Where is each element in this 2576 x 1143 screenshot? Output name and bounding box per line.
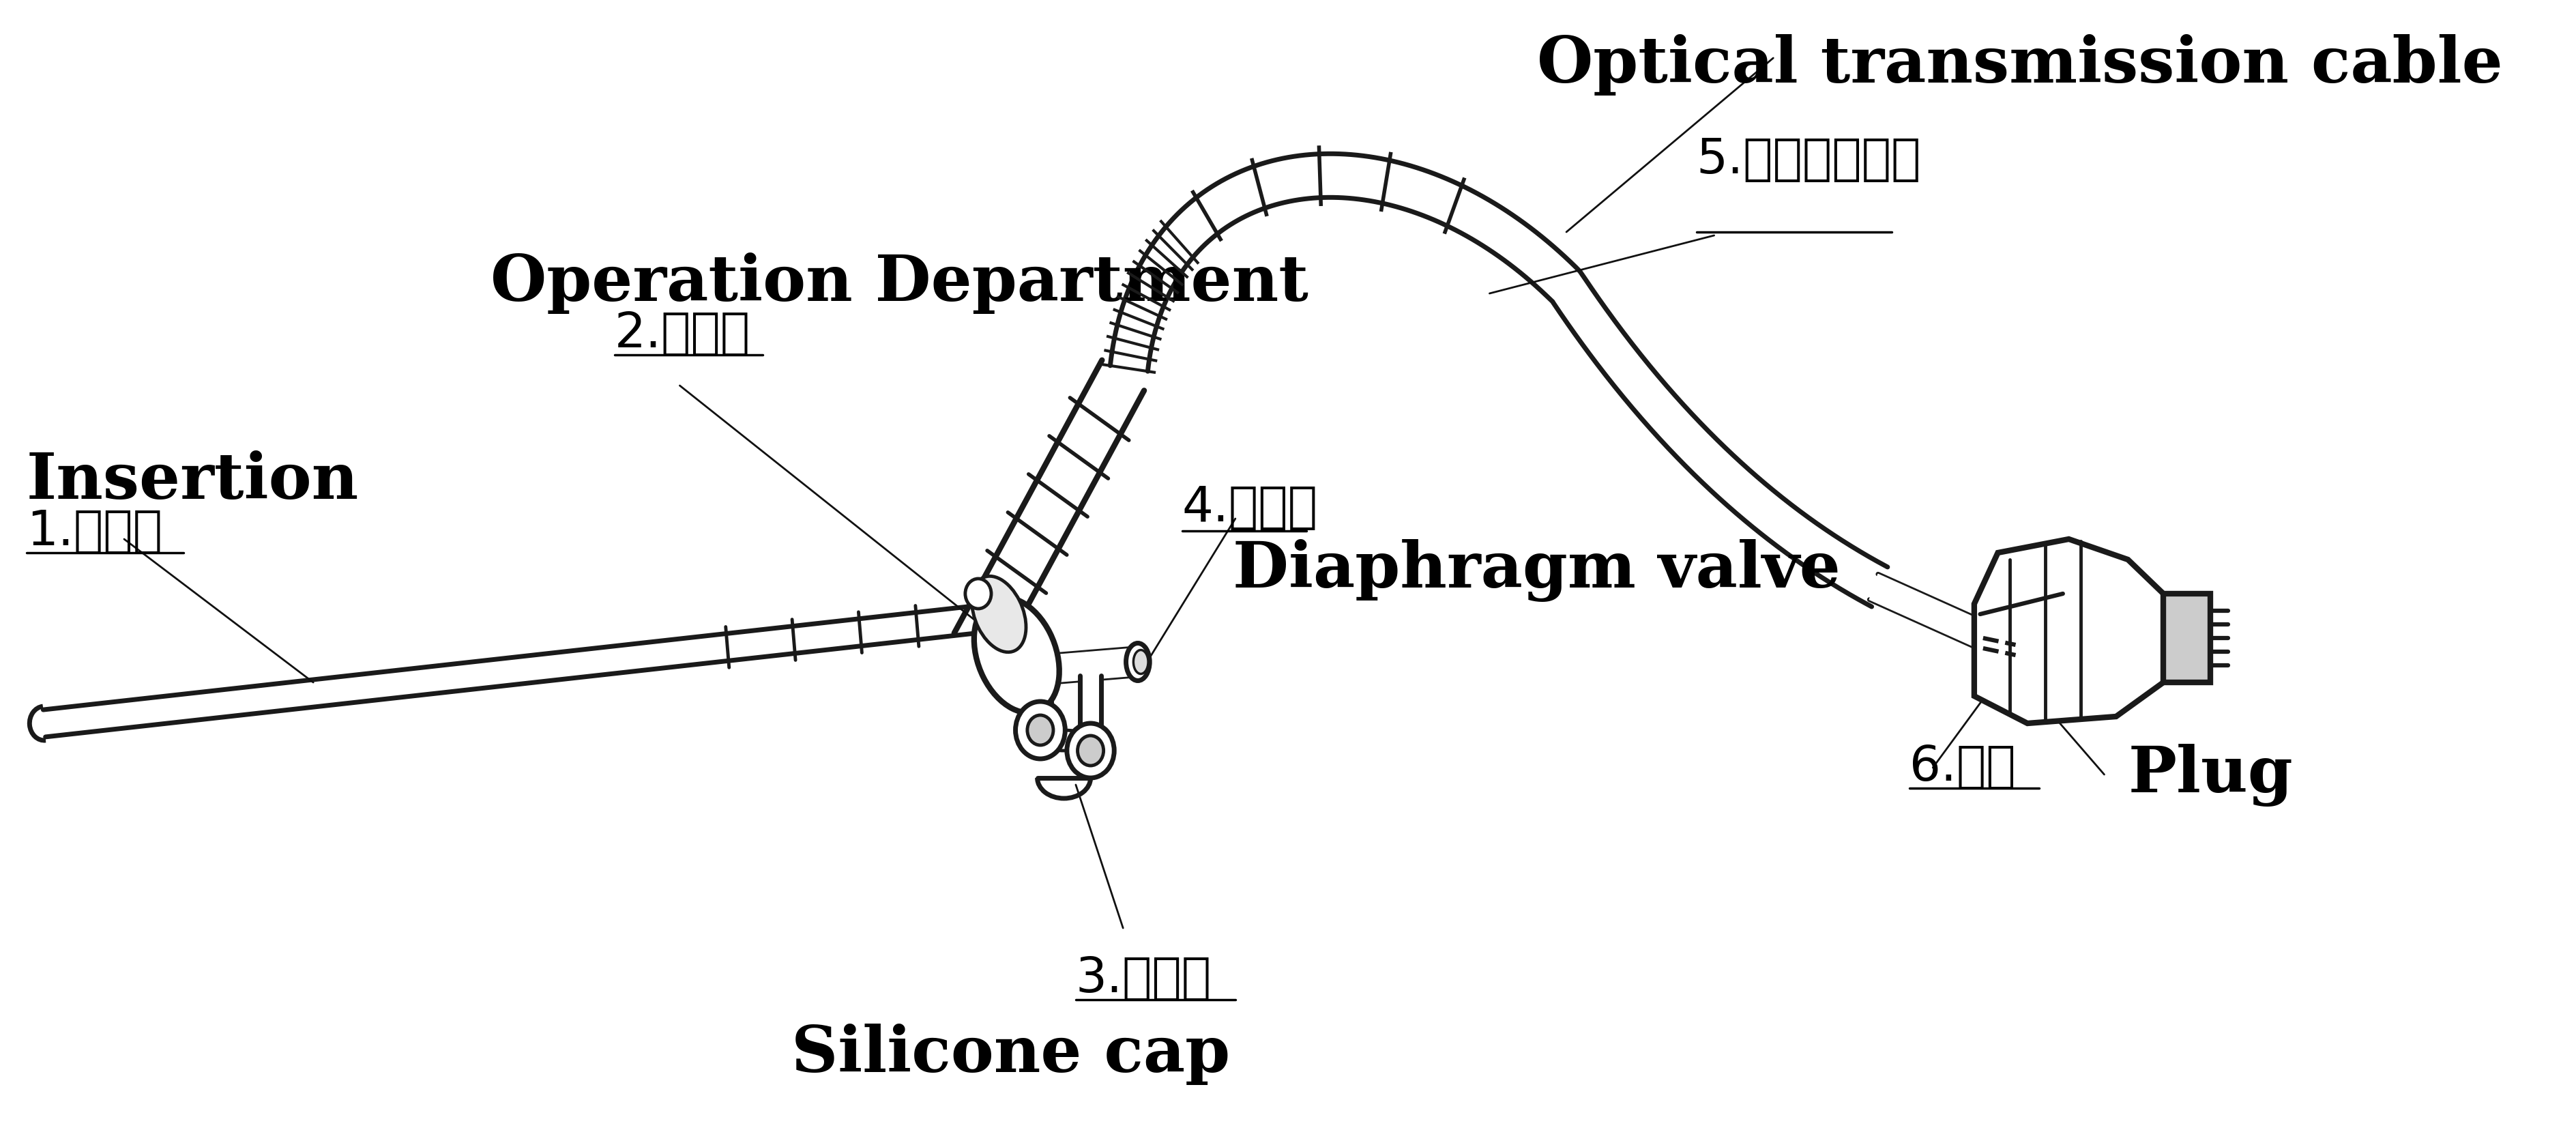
- Circle shape: [1028, 716, 1054, 745]
- Text: Plug: Plug: [2128, 744, 2293, 807]
- Polygon shape: [1110, 154, 1888, 607]
- Polygon shape: [1973, 539, 2164, 724]
- Polygon shape: [1038, 741, 1090, 778]
- Ellipse shape: [1133, 650, 1149, 674]
- Text: Operation Department: Operation Department: [489, 253, 1309, 314]
- Ellipse shape: [971, 576, 1025, 653]
- Text: 6.插头: 6.插头: [1909, 744, 2014, 791]
- Text: 3.硅胶帽: 3.硅胶帽: [1077, 956, 1211, 1002]
- Ellipse shape: [1038, 730, 1090, 751]
- Circle shape: [1077, 736, 1103, 766]
- Text: Insertion: Insertion: [26, 450, 358, 512]
- Polygon shape: [1051, 648, 1136, 682]
- Text: Diaphragm valve: Diaphragm valve: [1231, 539, 1839, 602]
- Ellipse shape: [1126, 644, 1149, 681]
- Text: 1.插入部: 1.插入部: [26, 509, 162, 555]
- Polygon shape: [1030, 669, 1051, 717]
- Polygon shape: [953, 360, 1144, 663]
- Text: 4.薄膜阀: 4.薄膜阀: [1182, 485, 1319, 531]
- Polygon shape: [2164, 593, 2210, 682]
- Circle shape: [1066, 724, 1115, 778]
- Polygon shape: [1079, 676, 1100, 737]
- Text: 2.操作部: 2.操作部: [616, 311, 750, 358]
- Circle shape: [966, 578, 992, 609]
- Ellipse shape: [974, 598, 1059, 713]
- Polygon shape: [1870, 574, 1984, 647]
- Text: 5.光电传输线缆: 5.光电传输线缆: [1698, 136, 1922, 184]
- Text: Optical transmission cable: Optical transmission cable: [1538, 34, 2504, 96]
- Text: Silicone cap: Silicone cap: [791, 1024, 1231, 1085]
- Circle shape: [1015, 702, 1064, 759]
